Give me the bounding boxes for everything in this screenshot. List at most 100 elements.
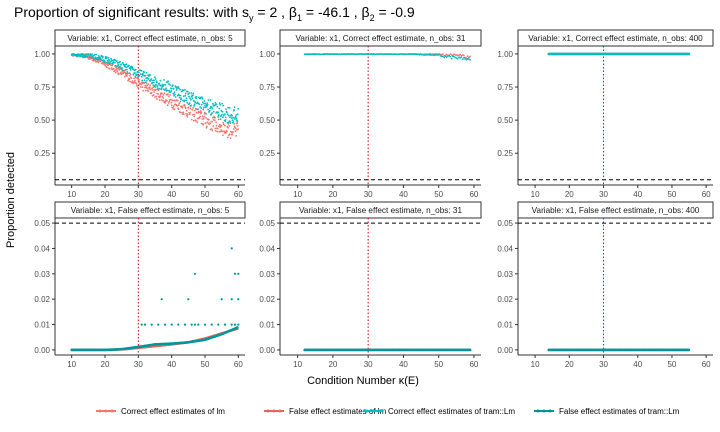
data-point bbox=[164, 88, 167, 91]
series-correct-effect-estimates-of-tram-lm bbox=[70, 53, 240, 124]
data-point bbox=[409, 53, 412, 56]
series-false-effect-estimates-of-tram-lm bbox=[70, 326, 239, 352]
data-point bbox=[198, 103, 201, 105]
x-tick-label: 10 bbox=[293, 190, 302, 199]
data-point bbox=[374, 53, 376, 56]
data-point bbox=[460, 56, 463, 58]
data-point bbox=[162, 99, 164, 102]
data-point bbox=[192, 94, 194, 97]
data-point bbox=[435, 54, 438, 56]
data-point bbox=[191, 97, 194, 100]
y-tick-label: 0.04 bbox=[259, 244, 275, 253]
data-point bbox=[197, 108, 200, 111]
data-point bbox=[428, 54, 431, 56]
x-tick-label: 10 bbox=[67, 360, 76, 369]
y-tick-label: 0.02 bbox=[497, 295, 513, 304]
data-point bbox=[188, 95, 190, 98]
y-tick-label: 0.00 bbox=[34, 346, 50, 355]
data-point bbox=[449, 55, 452, 58]
data-point bbox=[184, 88, 186, 91]
data-point bbox=[220, 109, 223, 112]
data-point bbox=[215, 121, 218, 124]
data-point bbox=[112, 61, 115, 64]
data-point bbox=[169, 94, 172, 96]
data-point bbox=[206, 121, 209, 123]
y-tick-label: 0.01 bbox=[34, 321, 50, 330]
data-point bbox=[229, 116, 232, 119]
data-point bbox=[140, 73, 142, 75]
data-point bbox=[222, 104, 225, 107]
data-point bbox=[118, 69, 121, 71]
data-point bbox=[163, 92, 166, 94]
data-point bbox=[209, 107, 212, 110]
y-tick-label: 0.03 bbox=[497, 270, 513, 279]
data-point bbox=[230, 323, 233, 326]
data-point bbox=[421, 53, 423, 56]
data-point bbox=[219, 118, 222, 121]
x-tick-label: 60 bbox=[702, 190, 711, 199]
data-point bbox=[147, 90, 150, 92]
data-point bbox=[168, 100, 171, 103]
y-tick-label: 0.50 bbox=[259, 116, 275, 125]
panel-strip bbox=[54, 201, 246, 219]
data-point bbox=[188, 92, 191, 94]
data-point bbox=[125, 63, 128, 65]
data-point bbox=[203, 323, 207, 326]
data-point bbox=[160, 87, 163, 89]
data-point bbox=[173, 108, 176, 111]
data-point bbox=[116, 61, 119, 64]
data-point bbox=[134, 68, 137, 71]
data-point bbox=[167, 80, 170, 82]
data-point bbox=[217, 118, 220, 121]
data-point bbox=[220, 124, 223, 127]
data-point bbox=[153, 79, 156, 82]
data-point bbox=[129, 80, 132, 83]
series-false-effect-estimates-of-lm bbox=[70, 327, 239, 352]
y-tick-label: 0.25 bbox=[259, 149, 275, 158]
data-point bbox=[151, 87, 154, 90]
data-point bbox=[173, 94, 176, 97]
y-tick-label: 0.05 bbox=[497, 219, 513, 228]
data-point bbox=[453, 55, 455, 58]
data-point bbox=[172, 87, 175, 90]
panel-1: Variable: x1, Correct effect estimate, n… bbox=[34, 29, 246, 199]
legend-item: Correct effect estimates of tram::Lm bbox=[361, 402, 515, 420]
data-point bbox=[156, 85, 159, 87]
data-point bbox=[184, 107, 187, 110]
data-point bbox=[212, 125, 215, 127]
y-tick-label: 0.03 bbox=[259, 270, 275, 279]
data-point bbox=[220, 298, 223, 301]
data-point bbox=[122, 71, 125, 74]
data-point bbox=[193, 113, 196, 116]
data-point bbox=[92, 56, 94, 59]
data-point bbox=[125, 66, 127, 69]
panel-strip-label: Variable: x1, False effect estimate, n_o… bbox=[299, 206, 463, 215]
data-point bbox=[180, 98, 182, 101]
data-point bbox=[225, 108, 228, 110]
data-point bbox=[187, 103, 190, 106]
data-point bbox=[112, 67, 115, 70]
data-point bbox=[181, 105, 184, 108]
data-point bbox=[348, 53, 350, 55]
y-tick-label: 0.02 bbox=[34, 295, 50, 304]
data-point bbox=[108, 58, 110, 61]
data-point bbox=[142, 89, 145, 92]
data-point bbox=[155, 88, 158, 91]
data-point bbox=[95, 53, 97, 56]
series-false-effect-estimates-of-tram-lm bbox=[303, 348, 472, 352]
data-point bbox=[449, 53, 452, 55]
y-tick-label: 0.50 bbox=[497, 116, 513, 125]
data-point bbox=[466, 57, 469, 60]
data-point bbox=[413, 53, 416, 56]
data-point bbox=[148, 86, 151, 89]
chart-title: Proportion of significant results: with … bbox=[14, 4, 415, 23]
data-point bbox=[163, 323, 167, 326]
data-point bbox=[155, 95, 158, 98]
data-point bbox=[221, 102, 224, 105]
data-point bbox=[220, 129, 223, 131]
data-point bbox=[188, 113, 191, 116]
data-point bbox=[225, 132, 228, 134]
data-point bbox=[152, 89, 154, 91]
data-point bbox=[169, 91, 172, 94]
y-tick-label: 1.00 bbox=[259, 50, 275, 59]
